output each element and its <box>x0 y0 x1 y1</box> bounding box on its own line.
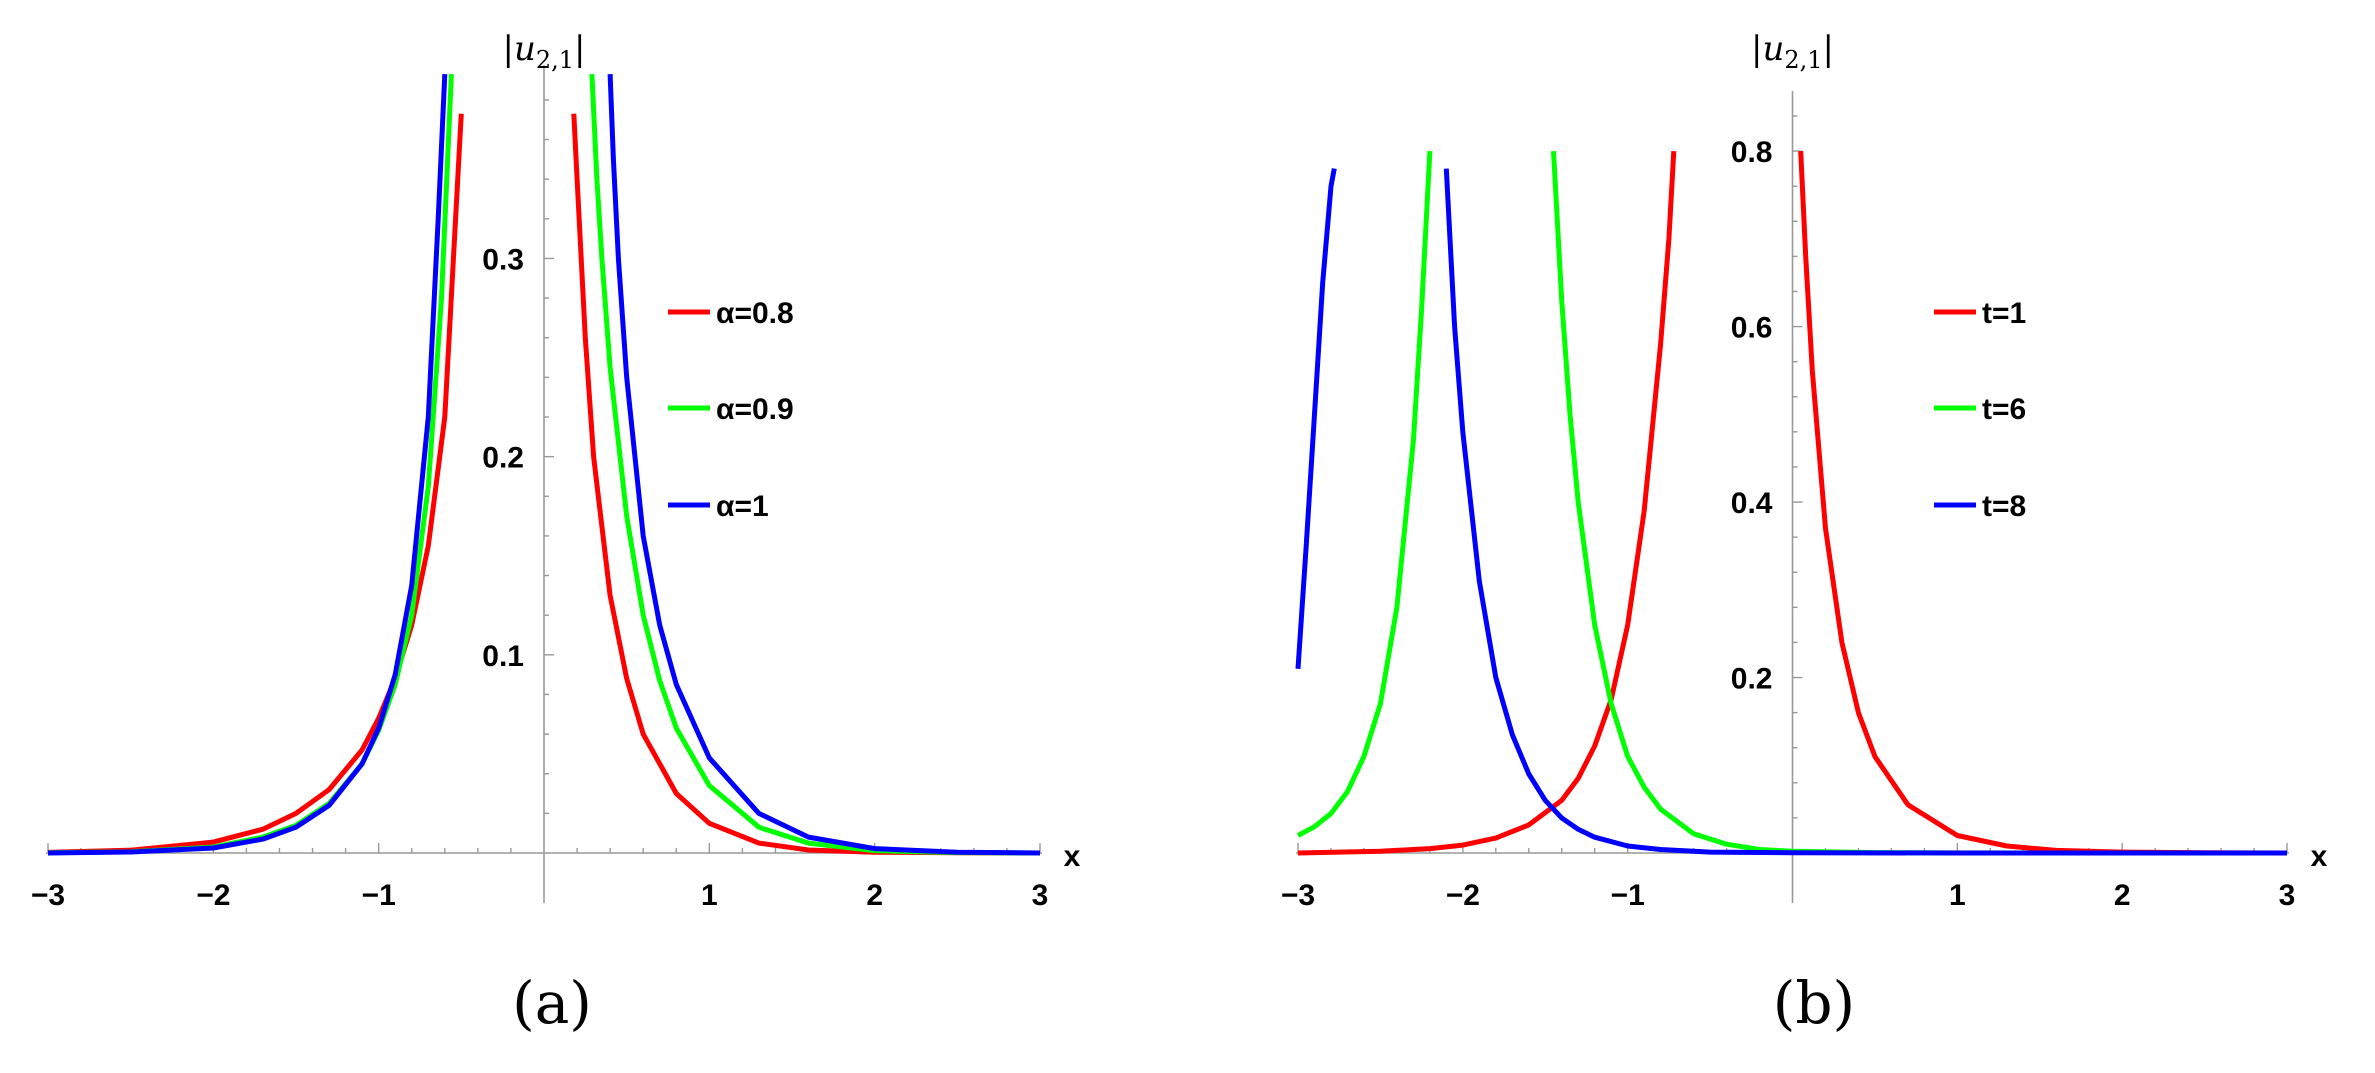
y-tick-label: 0.8 <box>1731 136 1773 169</box>
series-line <box>47 73 448 856</box>
y-axis-label-sub: 2,1 <box>536 46 574 74</box>
legend-label: t=6 <box>1982 393 2026 426</box>
series-line <box>1297 150 1677 856</box>
series-3 <box>47 73 1041 856</box>
y-tick-label: 0.4 <box>1731 487 1773 520</box>
chart-panel-b: −3 −2 −1 1 2 3 0.2 0.4 0.6 0.8 x |u2,1| t=1 t=6 t=8 (b) <box>1281 29 2328 1037</box>
series-line <box>1296 150 1433 838</box>
x-axis-label: x <box>2311 840 2328 873</box>
y-axis-label-sub: 2,1 <box>1784 46 1822 74</box>
panel-label: (b) <box>1773 969 1855 1037</box>
chart-panel-a: −3 −2 −1 1 2 3 0.1 0.2 0.3 x |u2,1| α=0.8 α=0.9 α=1 (a… <box>31 29 1081 1037</box>
series-line <box>1551 150 2287 856</box>
x-tick-label: −1 <box>362 879 396 912</box>
series-line <box>589 73 1041 856</box>
y-tick-label: 0.6 <box>1731 312 1773 345</box>
x-tick-label: −2 <box>1446 879 1480 912</box>
y-axis-label-end: | <box>574 29 585 69</box>
series-line <box>47 113 464 855</box>
series-line <box>1798 150 2288 856</box>
x-tick-label: 2 <box>2114 879 2131 912</box>
x-tick-label: −3 <box>1281 879 1315 912</box>
legend-label: α=1 <box>716 490 769 523</box>
x-axis-label: x <box>1064 840 1081 873</box>
y-tick-label: 0.1 <box>482 640 524 673</box>
x-tick-label: 3 <box>2279 879 2296 912</box>
y-tick-label: 0.3 <box>482 243 524 276</box>
series-3 <box>1295 168 2287 856</box>
y-tick-label: 0.2 <box>1731 663 1773 696</box>
series-line <box>607 74 1041 856</box>
x-tick-label: −3 <box>31 879 65 912</box>
panel-label: (a) <box>512 969 592 1037</box>
y-axis-label-main: |u <box>1751 29 1784 69</box>
x-tick-label: −2 <box>196 879 230 912</box>
y-tick-label: 0.2 <box>482 442 524 475</box>
series-line <box>1295 168 1337 669</box>
x-tick-label: 2 <box>866 879 883 912</box>
legend-label: t=8 <box>1982 490 2026 523</box>
x-tick-label: 3 <box>1032 879 1049 912</box>
y-axis-label-end: | <box>1823 29 1834 69</box>
y-axis-label-main: |u <box>503 29 536 69</box>
legend-label: α=0.8 <box>716 297 794 330</box>
series-line <box>1443 168 2287 856</box>
x-tick-label: 1 <box>701 879 718 912</box>
series-line <box>571 113 1041 856</box>
x-tick-label: 1 <box>1949 879 1966 912</box>
y-axis-label: |u2,1| <box>1751 29 1834 74</box>
series-line <box>47 73 454 856</box>
x-tick-label: −1 <box>1611 879 1645 912</box>
y-axis-label: |u2,1| <box>503 29 586 74</box>
legend-label: t=1 <box>1982 297 2026 330</box>
legend-label: α=0.9 <box>716 393 794 426</box>
